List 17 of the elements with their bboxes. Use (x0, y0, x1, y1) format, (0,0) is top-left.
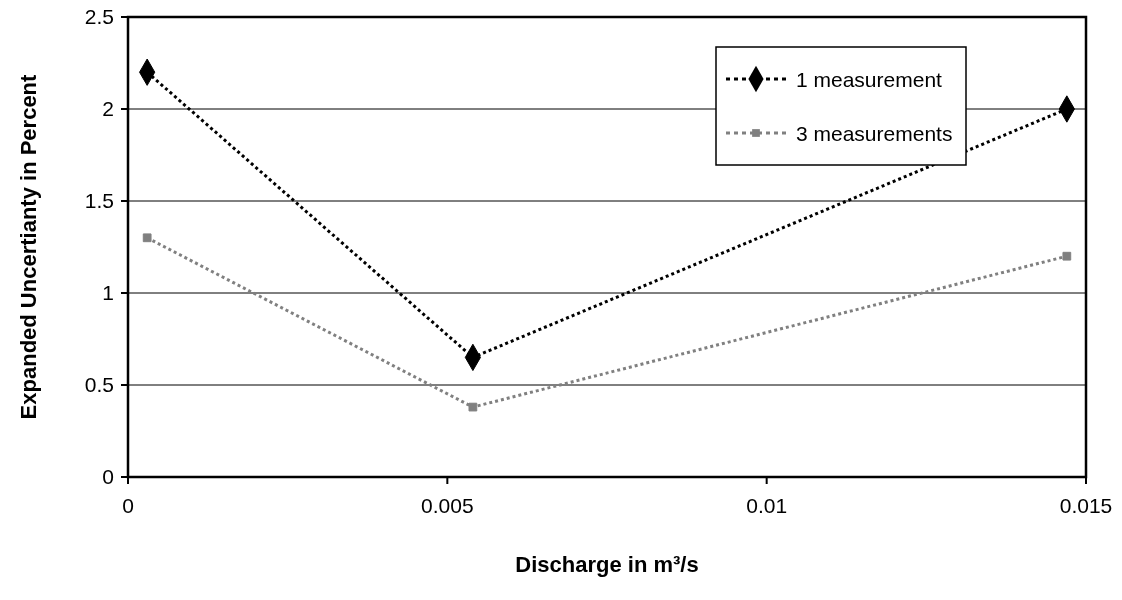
legend-label: 3 measurements (796, 122, 953, 145)
x-tick-label: 0.005 (421, 494, 474, 517)
x-tick-label: 0.015 (1059, 494, 1113, 517)
y-tick-label: 1.5 (84, 189, 114, 212)
y-tick-label: 1 (102, 281, 114, 304)
x-tick-label: 0.01 (746, 494, 788, 517)
y-axis-title: Expanded Uncertianty in Percent (16, 73, 41, 420)
y-tick-label: 2 (102, 97, 114, 120)
point (1062, 251, 1072, 261)
y-tick-label: 0.5 (84, 373, 114, 396)
legend-label: 1 measurement (796, 68, 943, 91)
point (142, 233, 152, 243)
y-tick-label: 2.5 (84, 5, 114, 28)
y-tick-label: 0 (102, 465, 114, 488)
x-axis-title: Discharge in m³/s (515, 552, 699, 577)
x-tick-label: 0 (122, 494, 134, 517)
point (468, 402, 478, 412)
